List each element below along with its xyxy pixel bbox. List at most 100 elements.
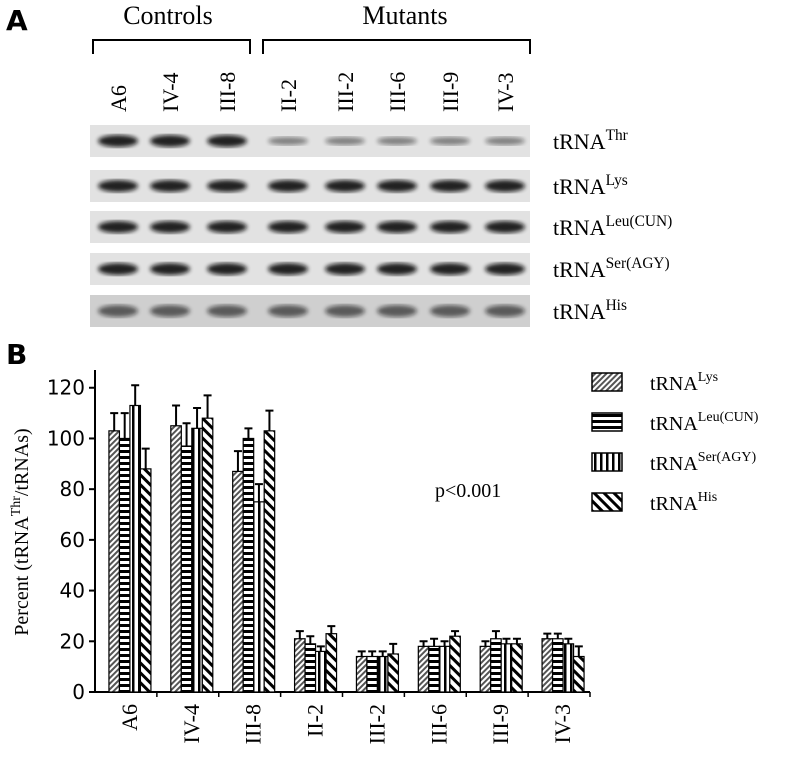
- legend-swatch: [591, 412, 623, 432]
- bar: [366, 655, 379, 693]
- label-sup: His: [606, 297, 627, 314]
- bar: [479, 645, 492, 693]
- bar: [490, 638, 502, 693]
- band: [268, 180, 308, 192]
- error-bar: [233, 450, 242, 472]
- lane-label: IV-3: [493, 72, 518, 112]
- bar: [511, 643, 523, 693]
- legend-swatch: [591, 372, 623, 392]
- label: tRNALeu(CUN): [650, 410, 759, 435]
- bar: [500, 643, 513, 693]
- band: [207, 180, 247, 192]
- band: [485, 221, 525, 233]
- band: [268, 305, 308, 317]
- legend-swatch: [591, 492, 623, 512]
- error-bar: [110, 412, 119, 431]
- legend-swatch: [591, 452, 623, 472]
- y-tick-label: 80: [60, 477, 85, 501]
- y-label-sup: Thr: [9, 496, 24, 517]
- band: [377, 137, 417, 145]
- error-bar: [265, 409, 274, 431]
- lane-label: III-2: [333, 72, 358, 112]
- bar: [108, 430, 121, 693]
- bar: [139, 468, 152, 693]
- lane-label: III-6: [385, 72, 410, 112]
- x-tick-label: II-2: [303, 704, 328, 737]
- bar: [325, 633, 338, 693]
- label-sup: Lys: [698, 370, 718, 385]
- y-tick-label: 120: [47, 376, 85, 400]
- y-tick-label: 40: [60, 579, 85, 603]
- error-bar: [389, 642, 398, 654]
- band: [485, 305, 525, 317]
- label: tRNASer(AGY): [553, 255, 670, 282]
- bracket: [92, 39, 251, 54]
- bar: [376, 655, 389, 693]
- label-sup: His: [698, 490, 717, 505]
- label-sup: Leu(CUN): [698, 410, 759, 425]
- panel-label: A: [6, 4, 28, 37]
- band: [207, 135, 247, 147]
- x-tick-label: III-2: [364, 704, 389, 744]
- group-label: Mutants: [362, 1, 447, 30]
- bar: [551, 638, 564, 693]
- band: [377, 221, 417, 233]
- bar: [449, 635, 461, 693]
- band: [377, 180, 417, 192]
- band: [325, 180, 365, 192]
- label-sup: Ser(AGY): [606, 255, 670, 272]
- band: [98, 221, 138, 233]
- lane-label: A6: [106, 85, 131, 112]
- x-tick-label: IV-3: [550, 704, 575, 744]
- blot-panel: [90, 125, 530, 327]
- error-bar: [430, 637, 439, 647]
- bar: [541, 638, 554, 693]
- x-tick-label: III-9: [488, 704, 513, 744]
- bar: [355, 655, 368, 693]
- band: [430, 305, 470, 317]
- band: [325, 263, 365, 275]
- band: [325, 221, 365, 233]
- bracket: [262, 39, 531, 54]
- band: [430, 137, 470, 145]
- error-bar: [574, 645, 583, 657]
- lane-label: II-2: [276, 79, 301, 112]
- label-sup: Leu(CUN): [606, 213, 673, 230]
- label: tRNALys: [650, 370, 718, 395]
- error-bar: [451, 630, 460, 637]
- error-bar: [543, 632, 552, 639]
- error-bar: [491, 630, 500, 639]
- label-text: tRNA: [650, 453, 698, 475]
- label: tRNAThr: [553, 127, 628, 154]
- error-bar: [182, 422, 191, 447]
- band: [150, 221, 190, 233]
- bar: [417, 645, 430, 693]
- label-text: tRNA: [650, 493, 698, 515]
- bar: [562, 643, 575, 693]
- y-label-suffix: /tRNAs): [11, 428, 33, 496]
- error-bar: [481, 640, 490, 647]
- label-text: tRNA: [650, 373, 698, 395]
- label-text: tRNA: [553, 129, 606, 154]
- y-tick-label: 60: [60, 528, 85, 552]
- band: [207, 221, 247, 233]
- bar: [263, 430, 276, 693]
- label-text: tRNA: [553, 299, 606, 324]
- bar: [170, 425, 182, 693]
- x-tick-label: A6: [117, 704, 142, 731]
- bar: [242, 437, 255, 693]
- bar: [387, 653, 400, 693]
- band: [268, 263, 308, 275]
- error-bar: [306, 635, 315, 644]
- bar: [304, 643, 317, 693]
- band: [150, 305, 190, 317]
- bar: [191, 427, 203, 693]
- error-bar: [193, 407, 202, 429]
- band: [150, 180, 190, 192]
- error-bar: [120, 412, 129, 439]
- bar: [438, 645, 451, 693]
- band: [98, 180, 138, 192]
- bar: [428, 645, 440, 693]
- label: tRNALys: [553, 172, 628, 199]
- label-text: tRNA: [553, 174, 606, 199]
